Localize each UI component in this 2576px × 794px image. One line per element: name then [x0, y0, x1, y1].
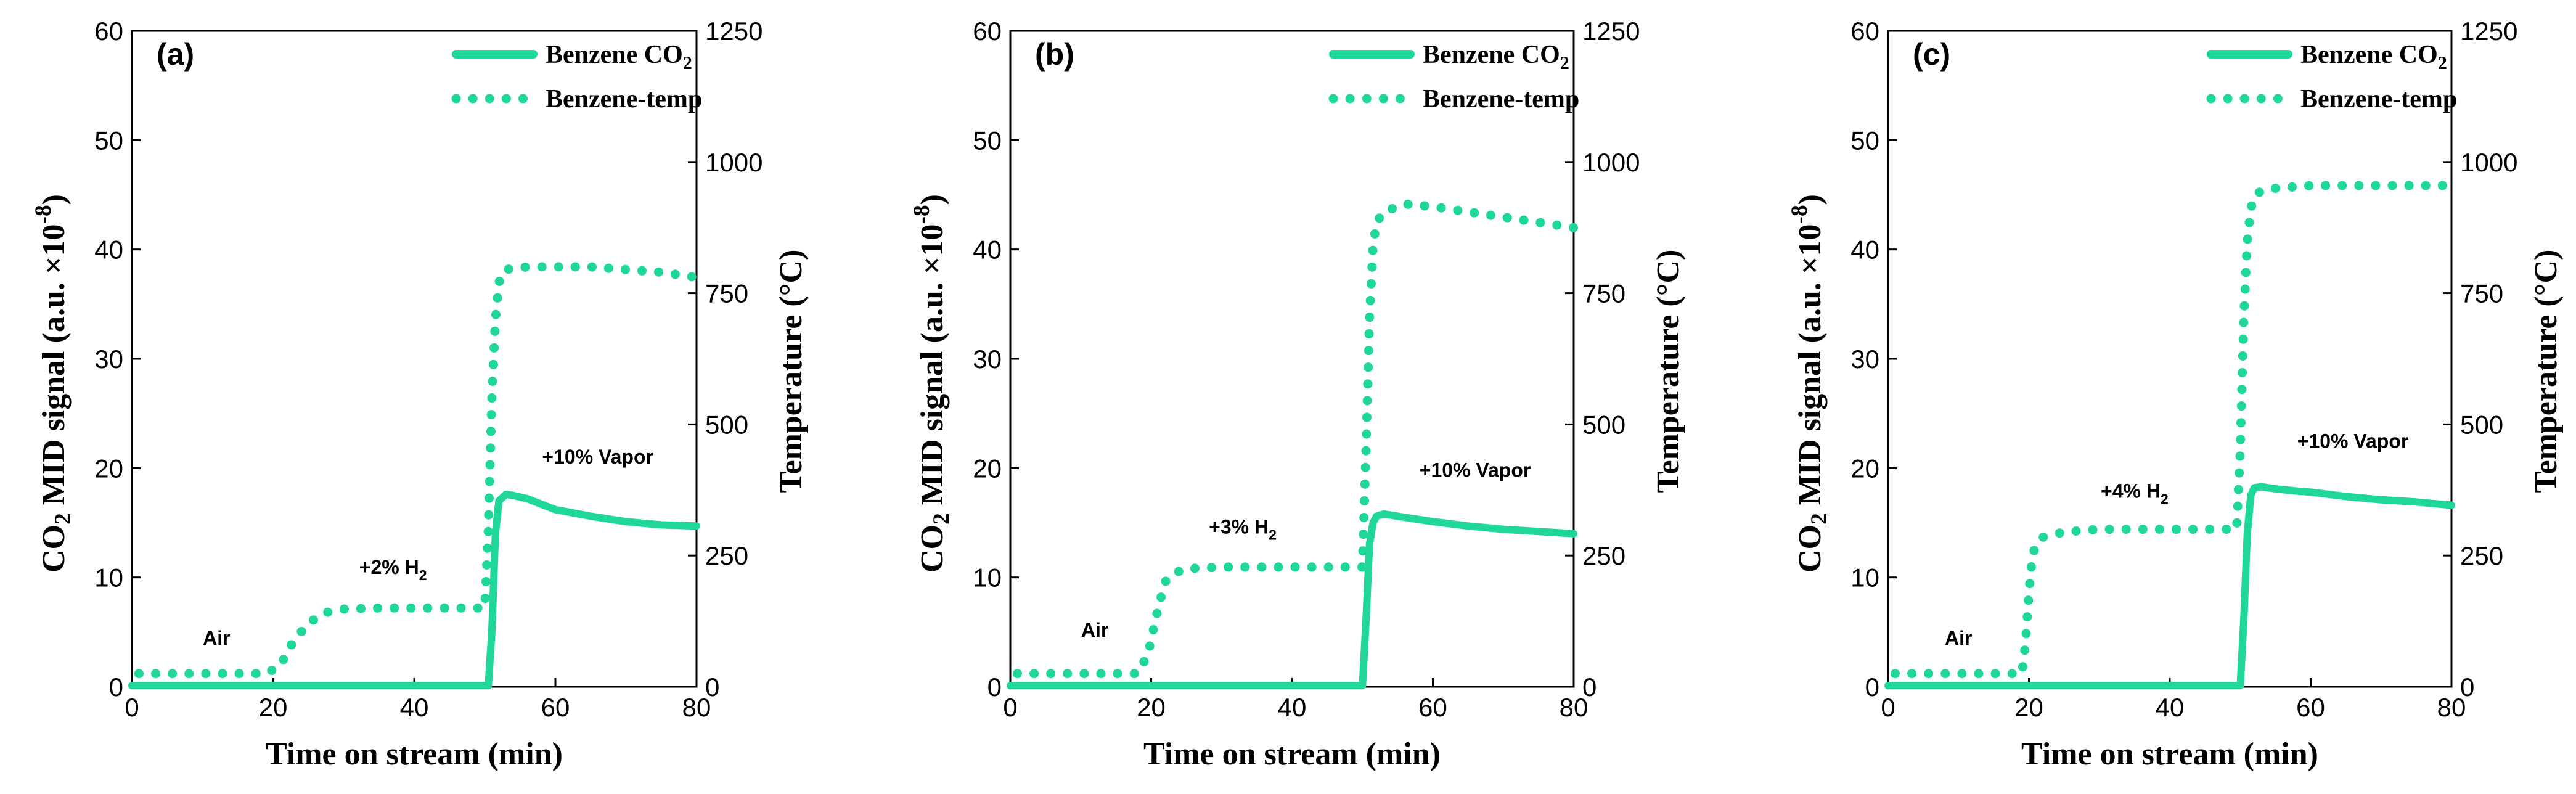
legend-label: Benzene CO2 [546, 41, 692, 73]
annotation: +10% Vapor [2297, 430, 2409, 452]
y-left-tick-label: 0 [987, 673, 1002, 702]
x-tick-label: 60 [541, 693, 570, 722]
plot-frame [1887, 30, 2453, 688]
y-left-tick-label: 50 [973, 126, 1002, 155]
y-right-tick-label: 750 [705, 279, 748, 308]
y-left-axis-title: CO2 MID signal (a.u. ×10-8) [31, 194, 76, 573]
y-right-tick-label: 1000 [2460, 148, 2517, 177]
x-tick-label: 80 [1560, 693, 1589, 722]
y-right-tick-label: 1250 [1582, 17, 1640, 46]
series-benzene-temp [134, 262, 701, 679]
annotation: +10% Vapor [1420, 459, 1531, 481]
x-tick-label: 0 [1881, 693, 1895, 722]
x-tick-label: 0 [125, 693, 139, 722]
x-tick-label: 0 [1003, 693, 1017, 722]
plot-frame [1009, 30, 1575, 688]
y-left-tick-label: 20 [973, 454, 1002, 483]
y-left-tick-label: 60 [94, 17, 123, 46]
y-right-tick-label: 500 [2460, 410, 2503, 439]
y-right-tick-label: 250 [705, 541, 748, 570]
y-left-axis-title: CO2 MID signal (a.u. ×10-8) [909, 194, 954, 573]
legend-label: Benzene CO2 [2300, 41, 2447, 73]
y-right-axis-title: Temperature (°C) [1651, 250, 1686, 493]
x-tick-label: 40 [1278, 693, 1307, 722]
legend-label: Benzene-temp [1423, 85, 1579, 113]
panel-2: 0 20 40 60 800102030405060025050075010001250… [909, 17, 1686, 772]
legend-label: Benzene CO2 [1423, 41, 1569, 73]
y-right-axis-title: Temperature (°C) [2529, 250, 2564, 493]
y-left-tick-label: 60 [1850, 17, 1879, 46]
plot-frame [131, 30, 698, 688]
series-benzene-co2 [1884, 483, 2455, 690]
y-left-tick-label: 40 [94, 235, 123, 264]
y-left-tick-label: 10 [94, 563, 123, 592]
x-tick-label: 60 [2296, 693, 2325, 722]
y-right-axis-title: Temperature (°C) [774, 250, 809, 493]
y-right-tick-label: 750 [2460, 279, 2503, 308]
y-right-tick-label: 250 [1582, 541, 1625, 570]
x-tick-label: 80 [2437, 693, 2466, 722]
x-axis-title: Time on stream (min) [1143, 737, 1441, 772]
series-benzene-co2 [1007, 510, 1577, 690]
annotation: +2% H2 [359, 556, 427, 583]
y-left-tick-label: 10 [1850, 563, 1879, 592]
y-right-tick-label: 0 [1582, 673, 1597, 702]
panel-label: (c) [1913, 37, 1950, 72]
x-tick-label: 20 [259, 693, 288, 722]
series-benzene-co2 [128, 490, 700, 690]
annotation: Air [1081, 619, 1108, 641]
y-left-tick-label: 20 [1850, 454, 1879, 483]
x-axis-title: Time on stream (min) [2021, 737, 2318, 772]
y-left-tick-label: 0 [1865, 673, 1879, 702]
y-left-tick-label: 30 [94, 345, 123, 374]
legend-label: Benzene-temp [546, 85, 702, 113]
annotation: +10% Vapor [542, 446, 653, 468]
legend-label: Benzene-temp [2300, 85, 2457, 113]
panel-1: 0 20 40 60 800102030405060025050075010001250… [31, 17, 809, 772]
y-right-tick-label: 1000 [705, 148, 763, 177]
x-tick-label: 60 [1418, 693, 1447, 722]
y-left-axis-title: CO2 MID signal (a.u. ×10-8) [1787, 194, 1832, 573]
y-left-tick-label: 30 [973, 345, 1002, 374]
panel-3: 0 20 40 60 800102030405060025050075010001250… [1787, 17, 2564, 772]
y-right-tick-label: 750 [1582, 279, 1625, 308]
x-axis-title: Time on stream (min) [266, 737, 563, 772]
x-tick-label: 80 [682, 693, 711, 722]
annotation: Air [1945, 627, 1972, 649]
y-right-tick-label: 1250 [705, 17, 763, 46]
y-right-tick-label: 1000 [1582, 148, 1640, 177]
y-left-tick-label: 40 [1850, 235, 1879, 264]
y-left-tick-label: 60 [973, 17, 1002, 46]
y-right-tick-label: 0 [705, 673, 719, 702]
series-benzene-temp [1012, 199, 1579, 679]
y-left-tick-label: 20 [94, 454, 123, 483]
series-benzene-temp [1890, 181, 2456, 679]
y-left-tick-label: 30 [1850, 345, 1879, 374]
x-tick-label: 40 [2156, 693, 2185, 722]
y-left-tick-label: 50 [94, 126, 123, 155]
annotation: +4% H2 [2101, 480, 2169, 507]
y-left-tick-label: 10 [973, 563, 1002, 592]
x-tick-label: 20 [2014, 693, 2043, 722]
y-right-tick-label: 250 [2460, 541, 2503, 570]
y-right-tick-label: 0 [2460, 673, 2474, 702]
x-tick-label: 40 [400, 693, 429, 722]
y-left-tick-label: 0 [109, 673, 123, 702]
y-left-tick-label: 50 [1850, 126, 1879, 155]
y-left-tick-label: 40 [973, 235, 1002, 264]
annotation: Air [203, 627, 230, 649]
annotation: +3% H2 [1209, 515, 1277, 542]
y-right-tick-label: 500 [705, 410, 748, 439]
y-right-tick-label: 1250 [2460, 17, 2517, 46]
x-tick-label: 20 [1137, 693, 1166, 722]
y-right-tick-label: 500 [1582, 410, 1625, 439]
panel-label: (b) [1035, 37, 1074, 72]
panel-label: (a) [157, 37, 194, 72]
